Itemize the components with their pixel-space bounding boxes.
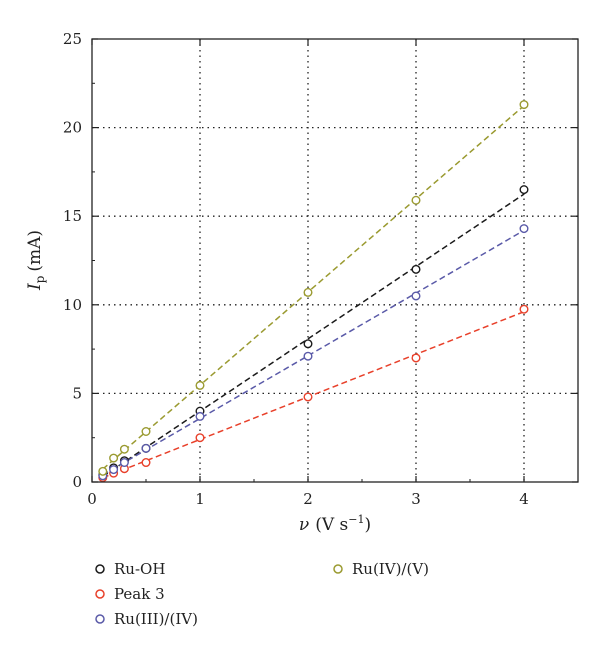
data-point <box>519 304 529 314</box>
data-point <box>109 465 119 475</box>
data-point <box>195 411 205 421</box>
data-point <box>109 453 119 463</box>
y-tick-label: 25 <box>63 30 82 48</box>
legend-marker <box>95 589 105 599</box>
fit-lines <box>102 105 525 479</box>
data-point <box>141 426 151 436</box>
data-point <box>303 351 313 361</box>
data-point <box>519 100 529 110</box>
fit-line <box>102 193 525 478</box>
legend-marker <box>333 564 343 574</box>
legend: Ru-OH Peak 3 Ru(III)/(IV) Ru(IV)/(V) <box>95 560 429 628</box>
y-axis-title: Ip(mA) <box>25 230 47 291</box>
legend-marker <box>95 564 105 574</box>
y-tick-label: 15 <box>63 207 82 225</box>
fit-line <box>102 105 525 470</box>
data-point <box>519 224 529 234</box>
y-tick-label: 10 <box>63 296 82 314</box>
legend-item: Peak 3 <box>95 585 165 603</box>
y-tick-label: 5 <box>72 384 82 402</box>
data-point <box>303 392 313 402</box>
fit-line <box>102 311 525 479</box>
data-point <box>411 195 421 205</box>
x-tick-label: 2 <box>303 490 313 508</box>
data-point <box>519 185 529 195</box>
x-tick-label: 4 <box>519 490 529 508</box>
legend-marker <box>95 614 105 624</box>
legend-label: Ru(IV)/(V) <box>352 560 429 578</box>
data-point <box>303 287 313 297</box>
data-point <box>411 291 421 301</box>
data-point <box>98 466 108 476</box>
data-points <box>98 100 529 483</box>
legend-item: Ru(IV)/(V) <box>333 560 429 578</box>
legend-item: Ru(III)/(IV) <box>95 610 198 628</box>
data-point <box>195 433 205 443</box>
data-point <box>303 339 313 349</box>
data-point <box>411 353 421 363</box>
x-tick-label: 1 <box>195 490 205 508</box>
x-tick-label: 0 <box>87 490 97 508</box>
data-point <box>141 458 151 468</box>
legend-label: Ru-OH <box>114 560 165 578</box>
legend-item: Ru-OH <box>95 560 165 578</box>
data-point <box>119 444 129 454</box>
x-tick-label: 3 <box>411 490 421 508</box>
axis-ticks: 0 1 2 3 4 0 5 10 15 20 25 <box>63 30 578 508</box>
data-point <box>411 264 421 274</box>
data-point <box>141 443 151 453</box>
y-tick-label: 20 <box>63 119 82 137</box>
legend-label: Peak 3 <box>114 585 165 603</box>
legend-label: Ru(III)/(IV) <box>114 610 198 628</box>
data-point <box>119 458 129 468</box>
x-axis-title: ν (V s−1) <box>299 513 371 535</box>
y-tick-label: 0 <box>72 473 82 491</box>
data-point <box>195 380 205 390</box>
fit-line <box>102 229 525 476</box>
